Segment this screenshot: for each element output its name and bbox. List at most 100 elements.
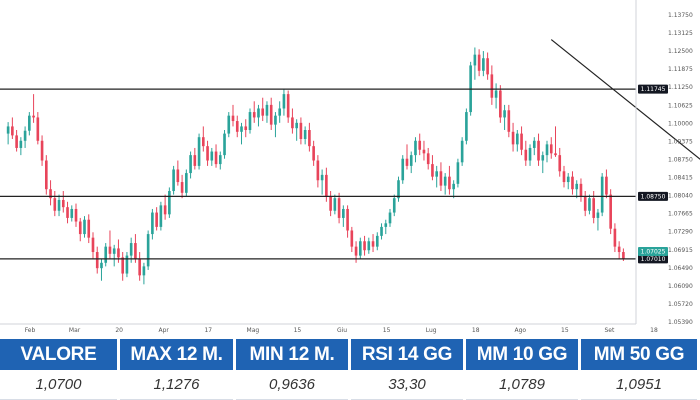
candle-body [596, 212, 600, 218]
x-tick-label: Set [604, 327, 615, 334]
stats-value-row: 1,0700 1,1276 0,9636 33,30 1,0789 1,0951 [0, 370, 700, 400]
candle-body [541, 155, 545, 161]
candle-body [210, 151, 214, 161]
y-tick-label: 1.11875 [668, 66, 693, 73]
candle-body [214, 151, 218, 165]
candle-body [291, 117, 294, 129]
candle-body [142, 266, 146, 276]
candle-body [274, 115, 277, 125]
candle-body [176, 169, 180, 183]
candle-body [108, 246, 112, 254]
y-tick-label: 1.05390 [668, 319, 693, 326]
value-min-12m: 0,9636 [236, 370, 348, 400]
candle-body [392, 198, 396, 213]
candle-body [6, 126, 10, 134]
x-tick-label: 17 [204, 327, 212, 334]
candle-body [19, 140, 23, 148]
candle-body [303, 130, 307, 139]
candle-body [375, 235, 379, 247]
header-mm-10gg: MM 10 GG [466, 339, 578, 370]
value-valore: 1,0700 [0, 370, 117, 400]
candle-body [409, 155, 413, 166]
candle-body [163, 205, 167, 215]
candle-body [358, 241, 362, 256]
candle-body [261, 108, 265, 116]
candle-body [448, 176, 451, 190]
x-axis: Feb Mar 20 Apr 17 Mag 15 Giu 15 Lug 18 Ago 15 Set 18 [0, 323, 658, 334]
candle-body [337, 198, 341, 218]
candle-body [482, 58, 485, 71]
x-tick-label: 20 [115, 327, 123, 334]
candle-body [40, 140, 44, 161]
candle-body [486, 58, 489, 75]
y-axis: 1.13750 1.13125 1.12500 1.11875 1.11250 1.106… [635, 0, 693, 326]
candle-body [384, 223, 388, 227]
candle-body [613, 228, 617, 247]
candle-body [231, 115, 235, 122]
candle-body [562, 171, 566, 183]
candle-body [605, 176, 608, 195]
candle-body [244, 126, 248, 131]
candle-body [371, 241, 375, 247]
trendline-line [550, 39, 700, 160]
candle-body [299, 122, 303, 139]
stats-table: VALORE MAX 12 M. MIN 12 M. RSI 14 GG MM … [0, 336, 700, 400]
y-tick-label: 1.06915 [668, 247, 693, 254]
candle-body [388, 212, 392, 224]
candle-body [218, 155, 222, 165]
candle-body [269, 104, 273, 125]
candle-body [350, 230, 354, 247]
candle-body [431, 164, 434, 177]
x-tick-label: 15 [383, 327, 391, 334]
candle-body [545, 144, 549, 156]
candle-body [405, 158, 409, 166]
candle-body [125, 255, 129, 274]
candle-body [342, 208, 345, 218]
candle-body [240, 126, 243, 132]
candle-body [159, 205, 163, 227]
level-tag-label: 1.11745 [641, 86, 666, 93]
y-tick-label: 1.12500 [668, 48, 693, 55]
candle-body [477, 54, 481, 71]
x-tick-label: Mar [69, 327, 81, 334]
candle-body [129, 243, 133, 256]
y-tick-label: 1.09375 [668, 138, 693, 145]
candle-body [104, 246, 108, 263]
candle-body [36, 117, 40, 141]
candle-body [44, 160, 48, 190]
candle-body [354, 246, 358, 256]
candle-body [566, 176, 570, 183]
candle-body [558, 155, 562, 172]
candle-body [346, 208, 349, 231]
value-max-12m: 1,1276 [120, 370, 233, 400]
candle-body [537, 140, 540, 161]
candle-body [609, 194, 612, 229]
candle-body [439, 171, 443, 186]
candle-body [329, 196, 332, 211]
x-tick-label: 18 [650, 327, 658, 334]
candle-body [197, 137, 201, 166]
candle-body [588, 198, 591, 211]
candle-body [426, 153, 430, 165]
candle-body [414, 140, 417, 156]
y-tick-label: 1.05720 [668, 301, 693, 308]
candle-body [524, 149, 528, 161]
candle-body [473, 54, 477, 66]
x-tick-label: Giu [337, 327, 347, 334]
candle-body [180, 182, 184, 193]
candle-body [23, 130, 27, 141]
trendline [550, 39, 700, 160]
candle-body [571, 176, 574, 190]
y-tick-label: 1.08040 [668, 193, 693, 200]
candle-body [503, 110, 506, 118]
x-tick-label: Lug [426, 327, 437, 334]
x-tick-label: 15 [561, 327, 569, 334]
candle-body [28, 115, 31, 131]
level-tag [638, 254, 668, 264]
header-valore: VALORE [0, 339, 117, 370]
last-price-tag [638, 246, 668, 256]
candle-body [134, 243, 137, 260]
candle-body [235, 121, 239, 132]
candle-body [282, 94, 286, 109]
